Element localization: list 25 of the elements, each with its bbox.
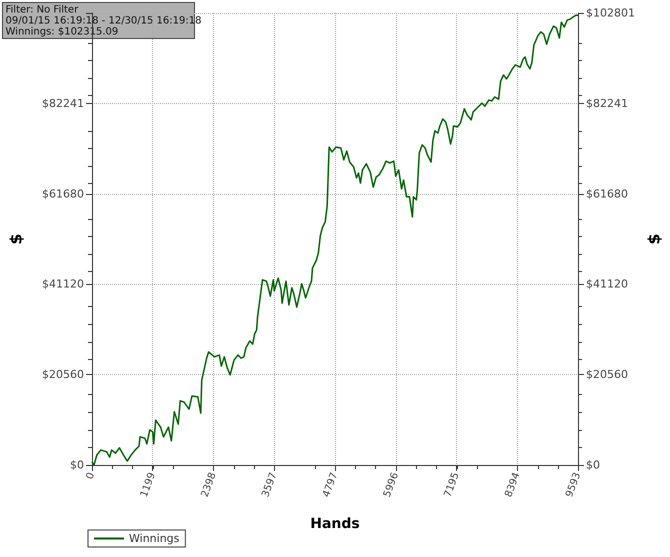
x-tick-label: 8394 [503, 471, 522, 499]
y-tick-label: $61680 [42, 187, 84, 200]
x-tick-label: 3597 [260, 471, 280, 499]
y2-tick-label: $82241 [586, 96, 628, 110]
y2-tick-label: $102801 [586, 6, 635, 20]
y2-axis-title: $ [644, 233, 664, 245]
x-tick-label: 9593 [564, 471, 584, 499]
x-tick-label: 2398 [200, 471, 219, 499]
y-tick-label: $41120 [42, 278, 84, 291]
x-axis-title: Hands [310, 516, 360, 532]
y2-tick-label: $0 [586, 458, 600, 472]
legend-label: Winnings [129, 532, 180, 545]
y2-tick-label: $41120 [586, 278, 628, 291]
x-tick-label: 7195 [442, 471, 462, 499]
y2-tick-label: $61680 [586, 187, 628, 200]
y-tick-label: $20560 [42, 368, 84, 382]
x-tick-label: 0 [84, 471, 98, 481]
y2-tick-label: $20560 [586, 368, 628, 382]
x-tick-label: 5996 [382, 471, 401, 499]
x-tick-label: 4797 [321, 471, 340, 499]
y-tick-label: $0 [70, 458, 84, 472]
y-tick-label: $82241 [42, 96, 84, 110]
y-axis-title: $ [6, 233, 26, 245]
x-tick-label: 1199 [138, 471, 158, 499]
text: Filter: No Filter [6, 4, 80, 16]
